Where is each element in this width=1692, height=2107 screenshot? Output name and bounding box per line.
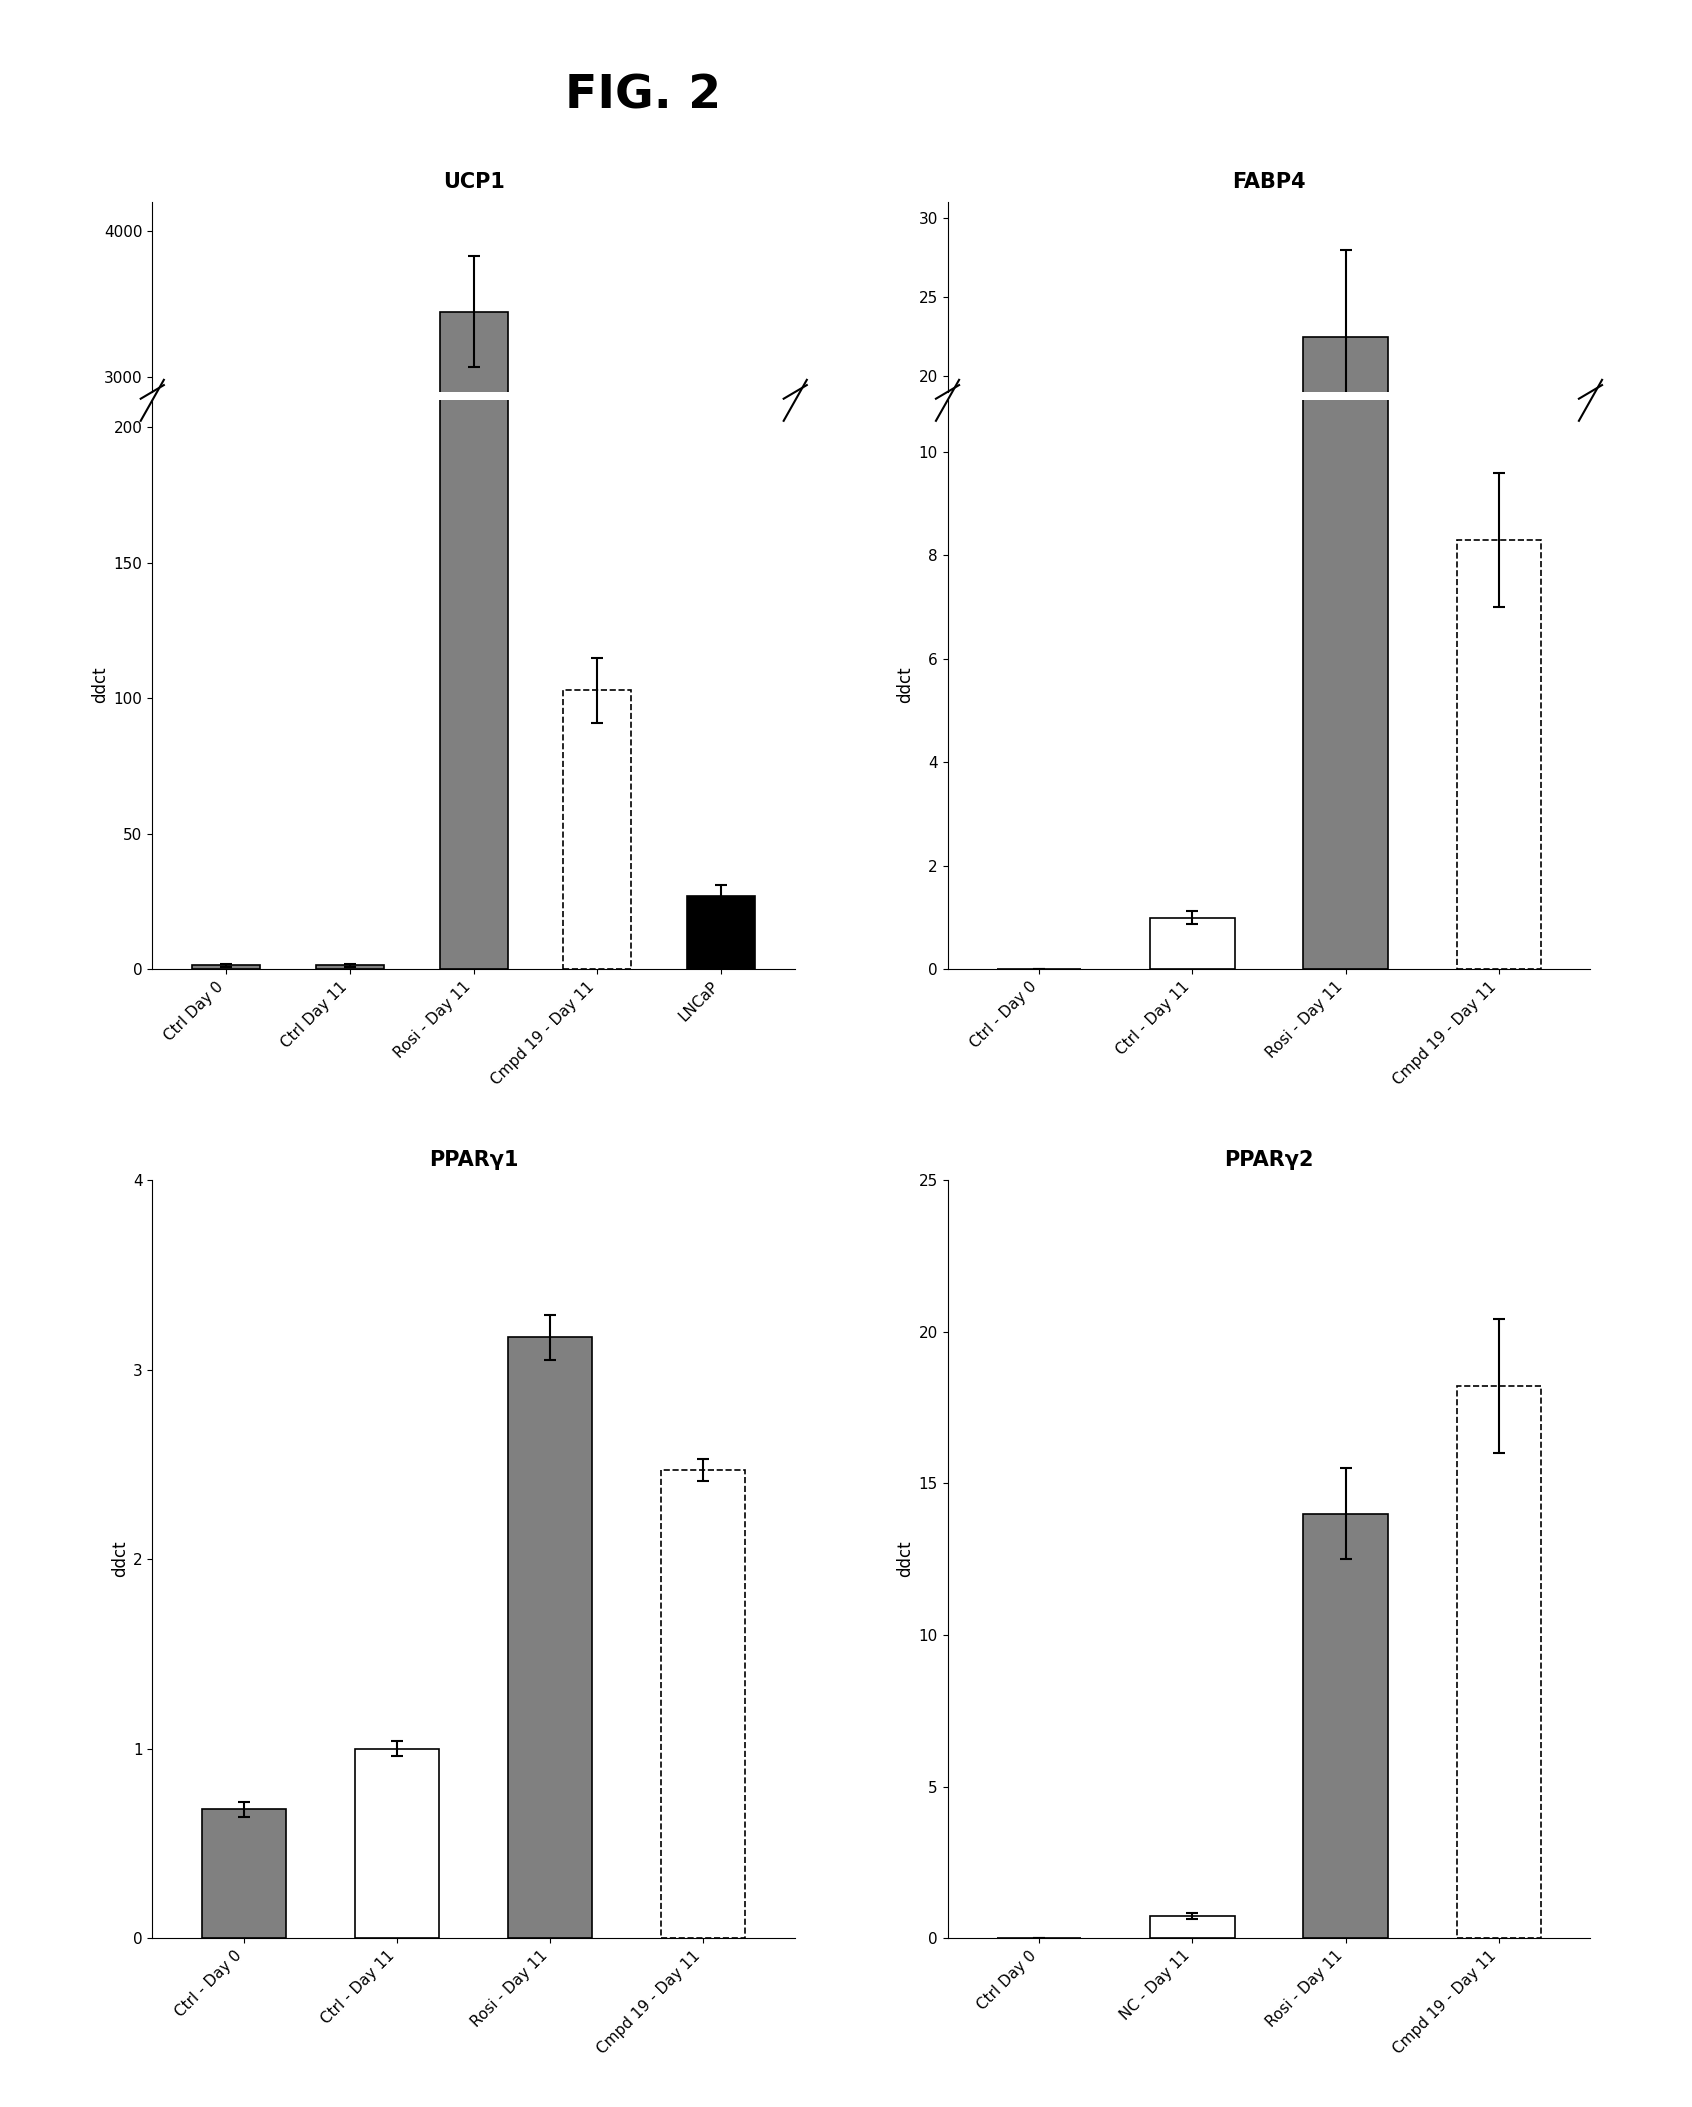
- Bar: [355, 1749, 440, 1938]
- Bar: [440, 0, 508, 969]
- Bar: [193, 965, 261, 969]
- Bar: [316, 965, 384, 969]
- Bar: [563, 801, 631, 815]
- Title: FABP4: FABP4: [1232, 173, 1306, 192]
- Y-axis label: ddct: ddct: [897, 1540, 914, 1578]
- Y-axis label: ddct: ddct: [110, 1540, 129, 1578]
- Bar: [662, 1471, 746, 1938]
- Title: PPARγ1: PPARγ1: [430, 1150, 518, 1169]
- Bar: [440, 312, 508, 815]
- Y-axis label: ddct: ddct: [897, 666, 914, 704]
- Bar: [1457, 1386, 1541, 1938]
- Title: UCP1: UCP1: [443, 173, 504, 192]
- Bar: [1151, 917, 1235, 969]
- Bar: [687, 895, 755, 969]
- Bar: [563, 691, 631, 969]
- Bar: [1457, 560, 1541, 691]
- Bar: [508, 1338, 592, 1938]
- Bar: [1457, 539, 1541, 969]
- Bar: [1151, 676, 1235, 691]
- Bar: [1303, 337, 1387, 691]
- Title: PPARγ2: PPARγ2: [1225, 1150, 1313, 1169]
- Bar: [1303, 0, 1387, 969]
- Text: FIG. 2: FIG. 2: [565, 74, 721, 118]
- Bar: [1303, 1513, 1387, 1938]
- Bar: [201, 1810, 286, 1938]
- Y-axis label: ddct: ddct: [91, 666, 110, 704]
- Bar: [1151, 1915, 1235, 1938]
- Bar: [687, 811, 755, 815]
